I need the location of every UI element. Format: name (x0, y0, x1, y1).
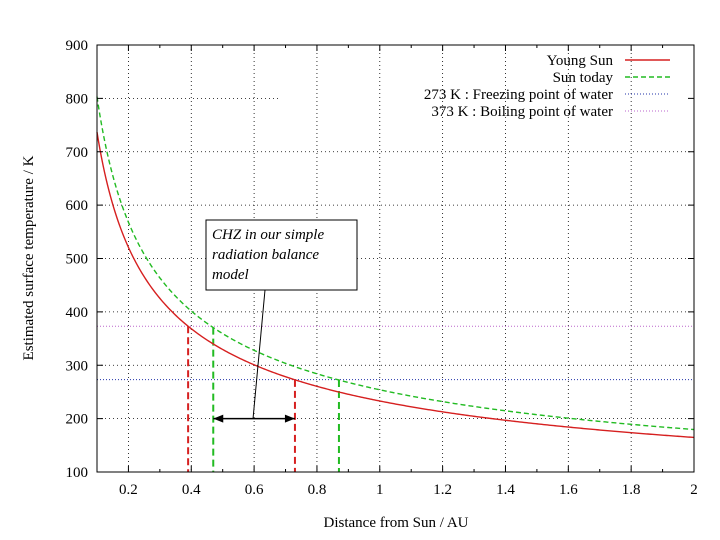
y-tick-label: 200 (66, 412, 89, 428)
annotation-line-1: CHZ in our simple (212, 227, 324, 243)
y-tick-label: 300 (66, 358, 89, 374)
x-tick-label: 0.4 (182, 482, 201, 498)
y-tick-label: 700 (66, 145, 89, 161)
legend-label-young-sun: Young Sun (547, 53, 614, 69)
x-tick-label: 0.6 (245, 482, 264, 498)
ticks: 0.2 0.4 0.6 0.8 1 1.2 1.4 1.6 1.8 2 100 200 300 400 50… (66, 38, 698, 498)
legend-label-boiling: 373 K : Boiling point of water (431, 104, 613, 120)
x-tick-label: 1.8 (622, 482, 641, 498)
x-tick-label: 1 (376, 482, 384, 498)
reference-lines (97, 325, 694, 381)
y-tick-label: 500 (66, 252, 89, 268)
y-tick-label: 100 (66, 465, 89, 481)
legend: Young Sun Sun today 273 K : Freezing poi… (424, 53, 670, 120)
chz-arrow (213, 414, 295, 423)
chz-annotation: CHZ in our simple radiation balance mode… (205, 219, 358, 420)
chz-arrow-head-right (284, 414, 295, 423)
x-tick-label: 1.6 (559, 482, 578, 498)
x-tick-label: 2 (690, 482, 698, 498)
x-tick-label: 0.2 (119, 482, 138, 498)
chz-markers (187, 326, 340, 472)
annotation-pointer (252, 289, 266, 420)
legend-label-sun-today: Sun today (553, 70, 614, 86)
annotation-line-3: model (212, 267, 249, 283)
y-tick-label: 800 (66, 91, 89, 107)
x-tick-label: 0.8 (308, 482, 327, 498)
x-tick-label: 1.2 (433, 482, 452, 498)
y-tick-label: 600 (66, 198, 89, 214)
chz-arrow-head-left (213, 414, 224, 423)
series-line (96, 131, 695, 439)
legend-label-freezing: 273 K : Freezing point of water (424, 87, 613, 103)
y-tick-label: 900 (66, 38, 89, 54)
grid (97, 45, 694, 472)
annotation-box (205, 219, 358, 291)
y-axis-title: Estimated surface temperature / K (21, 155, 37, 360)
annotation-line-2: radiation balance (212, 247, 319, 263)
x-tick-label: 1.4 (496, 482, 515, 498)
series (96, 96, 695, 439)
y-tick-label: 400 (66, 305, 89, 321)
x-axis-title: Distance from Sun / AU (324, 515, 469, 531)
